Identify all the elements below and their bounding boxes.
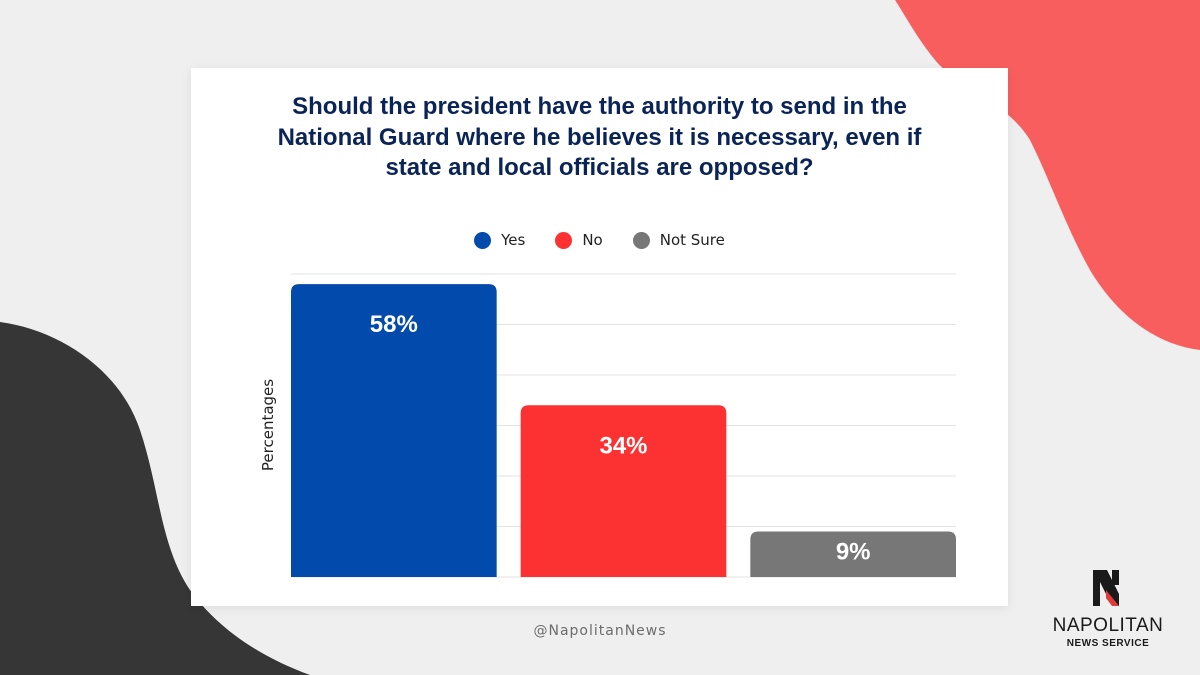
- legend-label-not-sure: Not Sure: [659, 231, 725, 249]
- bar-no: [520, 405, 727, 577]
- data-label-no: 34%: [599, 432, 647, 459]
- data-label-yes: 58%: [370, 311, 418, 338]
- bar-not-sure: [750, 531, 956, 577]
- social-handle: @NapolitanNews: [533, 623, 667, 639]
- bar-yes: [291, 284, 497, 577]
- bars: 58% 34% 9%: [291, 284, 956, 577]
- legend-label-yes: Yes: [501, 231, 526, 249]
- chart-card: Should the president have the authority …: [191, 68, 1008, 606]
- chart-legend: Yes No Not Sure: [191, 231, 1008, 249]
- bar-chart: 58% 34% 9% Percentages: [259, 273, 956, 578]
- legend-item-no: No: [555, 231, 603, 249]
- brand-subtitle: NEWS SERVICE: [1066, 638, 1150, 649]
- data-label-not-sure: 9%: [836, 539, 871, 566]
- chart-title: Should the president have the authority …: [277, 93, 922, 181]
- brand-name: NAPOLITAN: [1052, 615, 1164, 636]
- legend-item-not-sure: Not Sure: [632, 231, 725, 249]
- y-axis-label: Percentages: [259, 379, 277, 471]
- legend-swatch-yes: [474, 231, 492, 249]
- dark-background-shape: [0, 322, 310, 675]
- legend-label-no: No: [582, 231, 603, 249]
- napolitan-logo: NAPOLITAN NEWS SERVICE: [1043, 568, 1173, 649]
- legend-item-yes: Yes: [474, 231, 525, 249]
- legend-swatch-not-sure: [632, 231, 650, 249]
- legend-swatch-no: [555, 231, 573, 249]
- napolitan-n-icon: [1093, 570, 1119, 606]
